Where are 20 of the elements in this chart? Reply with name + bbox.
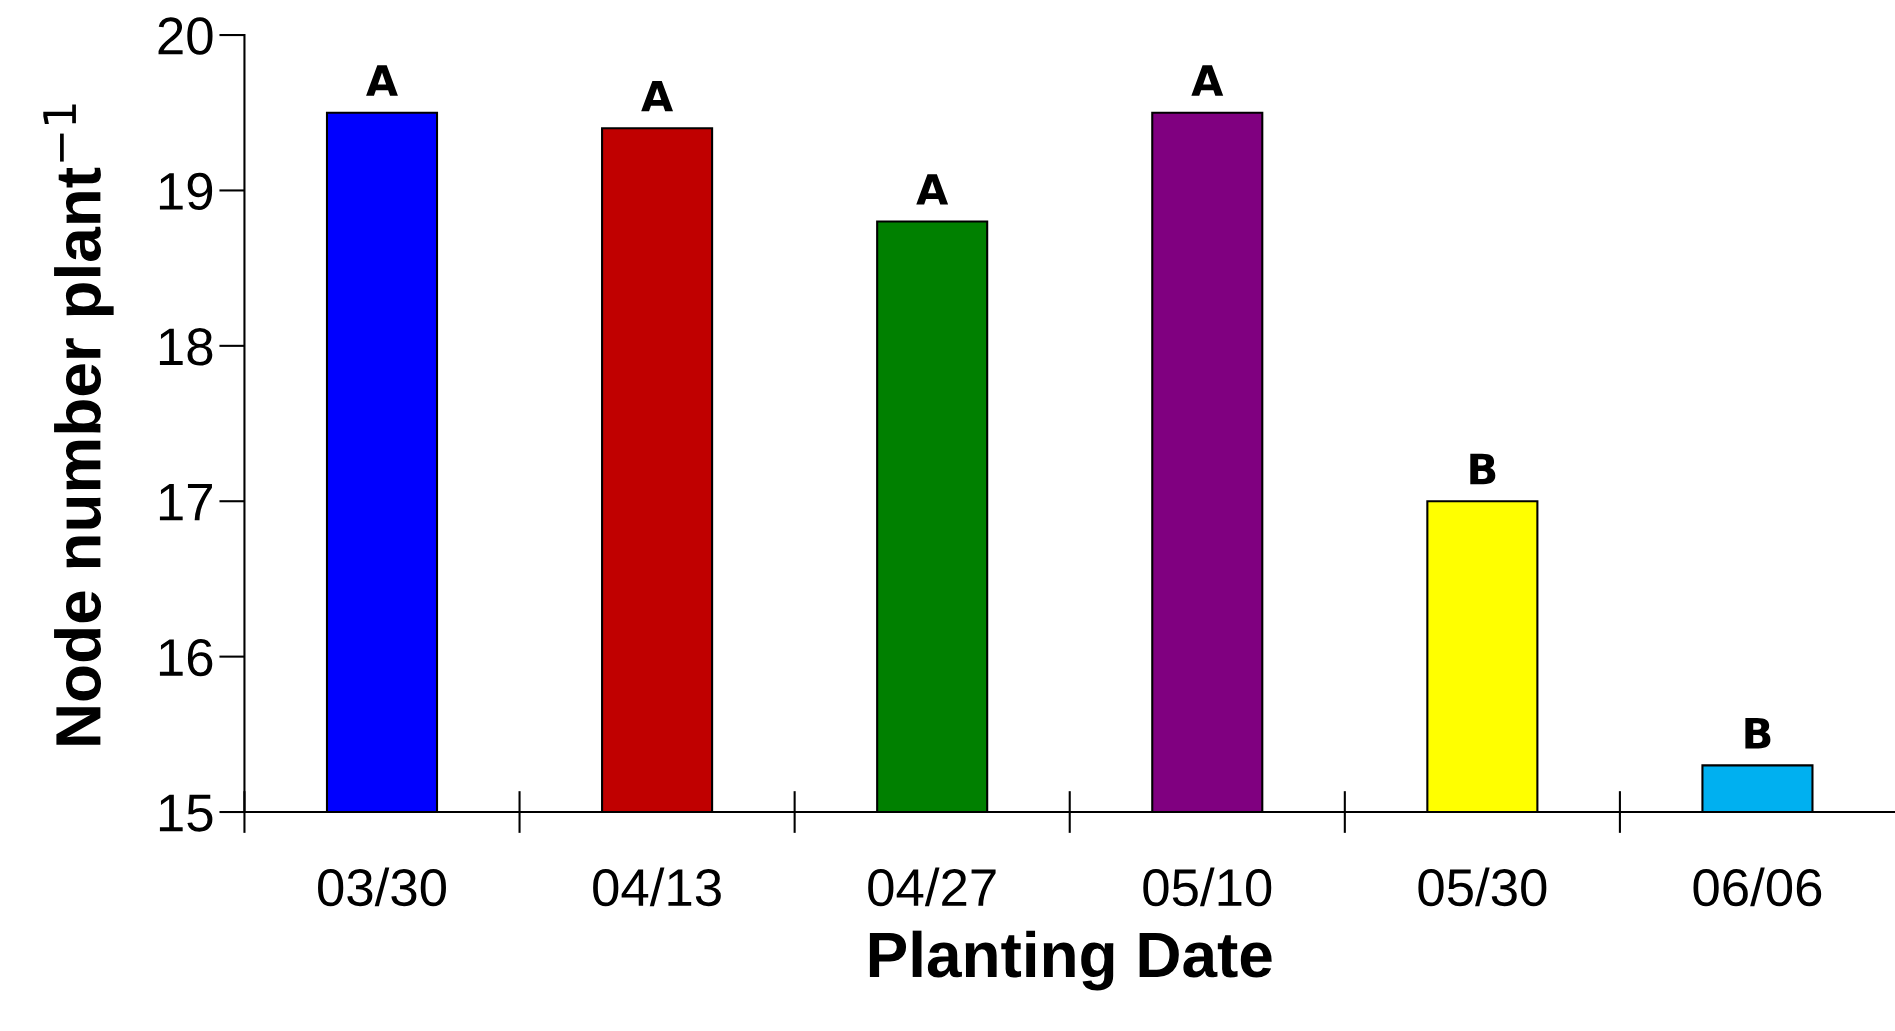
annotation: A bbox=[641, 80, 674, 112]
y-tick-label: 20 bbox=[158, 17, 213, 55]
x-axis-title: Planting Date bbox=[869, 930, 1272, 991]
annotation: B bbox=[1745, 718, 1771, 749]
y-tick-label: 17 bbox=[159, 484, 212, 521]
x-tick-label: 06/06 bbox=[1693, 867, 1822, 907]
y-tick-label: 16 bbox=[159, 638, 213, 677]
y-axis-title: Node number plant$^{−1}$ bbox=[43, 104, 114, 745]
x-tick-label: 04/27 bbox=[868, 867, 996, 907]
y-tick-label: 19 bbox=[159, 172, 213, 211]
x-tick-label: 05/30 bbox=[1418, 867, 1547, 907]
y-tick-label: 15 bbox=[159, 794, 213, 832]
x-tick-label: 03/30 bbox=[318, 867, 446, 907]
annotation: B bbox=[1470, 453, 1496, 485]
annotation: A bbox=[916, 174, 949, 205]
x-tick-label: 05/10 bbox=[1143, 867, 1272, 907]
annotation: A bbox=[366, 65, 398, 96]
y-tick-label: 18 bbox=[159, 328, 213, 366]
annotation: A bbox=[1191, 65, 1224, 96]
x-tick-label: 04/13 bbox=[593, 867, 721, 907]
